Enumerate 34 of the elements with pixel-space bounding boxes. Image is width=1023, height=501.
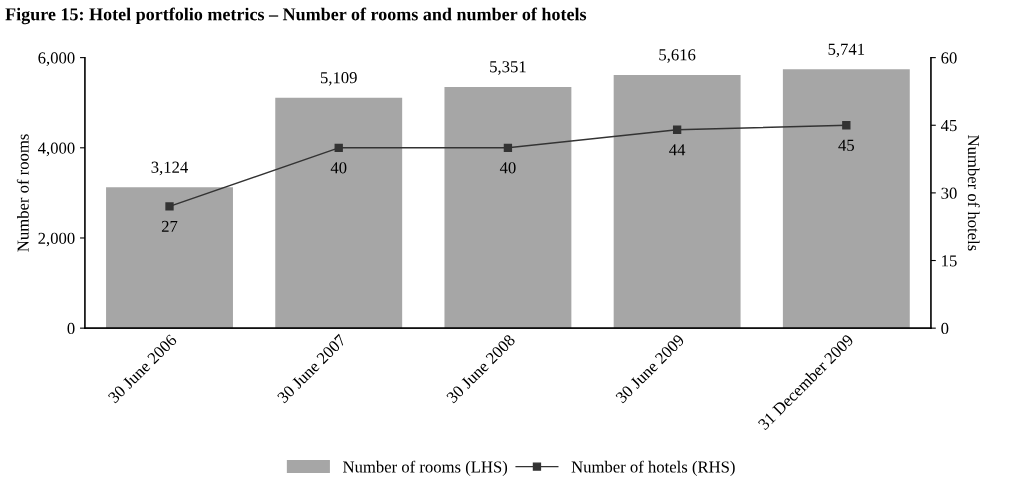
y-tick-label: 2,000 (38, 232, 75, 247)
data-label: 5,616 (659, 49, 696, 63)
legend-label: Number of rooms (LHS) (343, 460, 508, 476)
bar (106, 187, 233, 329)
y-tick-label: 4,000 (38, 142, 75, 157)
y2-tick-label: 60 (941, 52, 957, 64)
point (672, 125, 682, 134)
point (334, 143, 343, 152)
point (503, 143, 513, 152)
data-label: 27 (161, 220, 178, 232)
data-label: 44 (669, 144, 686, 156)
point (165, 202, 174, 211)
y2-tick-label: 0 (941, 322, 949, 335)
data-label: 45 (838, 139, 855, 151)
bar (444, 86, 572, 329)
y-tick-label: 6,000 (38, 52, 75, 66)
data-label: 5,109 (320, 72, 357, 86)
data-label: 40 (330, 162, 347, 174)
y2-tick-label: 45 (940, 120, 957, 132)
data-label: 40 (499, 162, 516, 174)
bar (782, 69, 910, 329)
y-tick-label: 0 (67, 322, 75, 335)
chart-title: Figure 15: Hotel portfolio metrics – Number of rooms and number of hotels (5, 7, 587, 25)
point (842, 121, 851, 130)
y2-axis-title: Number of hotels (967, 135, 980, 251)
bar (275, 97, 403, 329)
bar (613, 74, 741, 329)
data-label: 5,741 (828, 43, 865, 58)
y2-tick-label: 15 (942, 255, 957, 267)
data-label: 5,351 (490, 61, 526, 75)
legend-label: Number of hotels (RHS) (571, 460, 735, 476)
data-label: 3,124 (151, 161, 188, 176)
y-axis-title: Number of rooms (16, 134, 29, 252)
y2-tick-label: 30 (941, 187, 957, 199)
